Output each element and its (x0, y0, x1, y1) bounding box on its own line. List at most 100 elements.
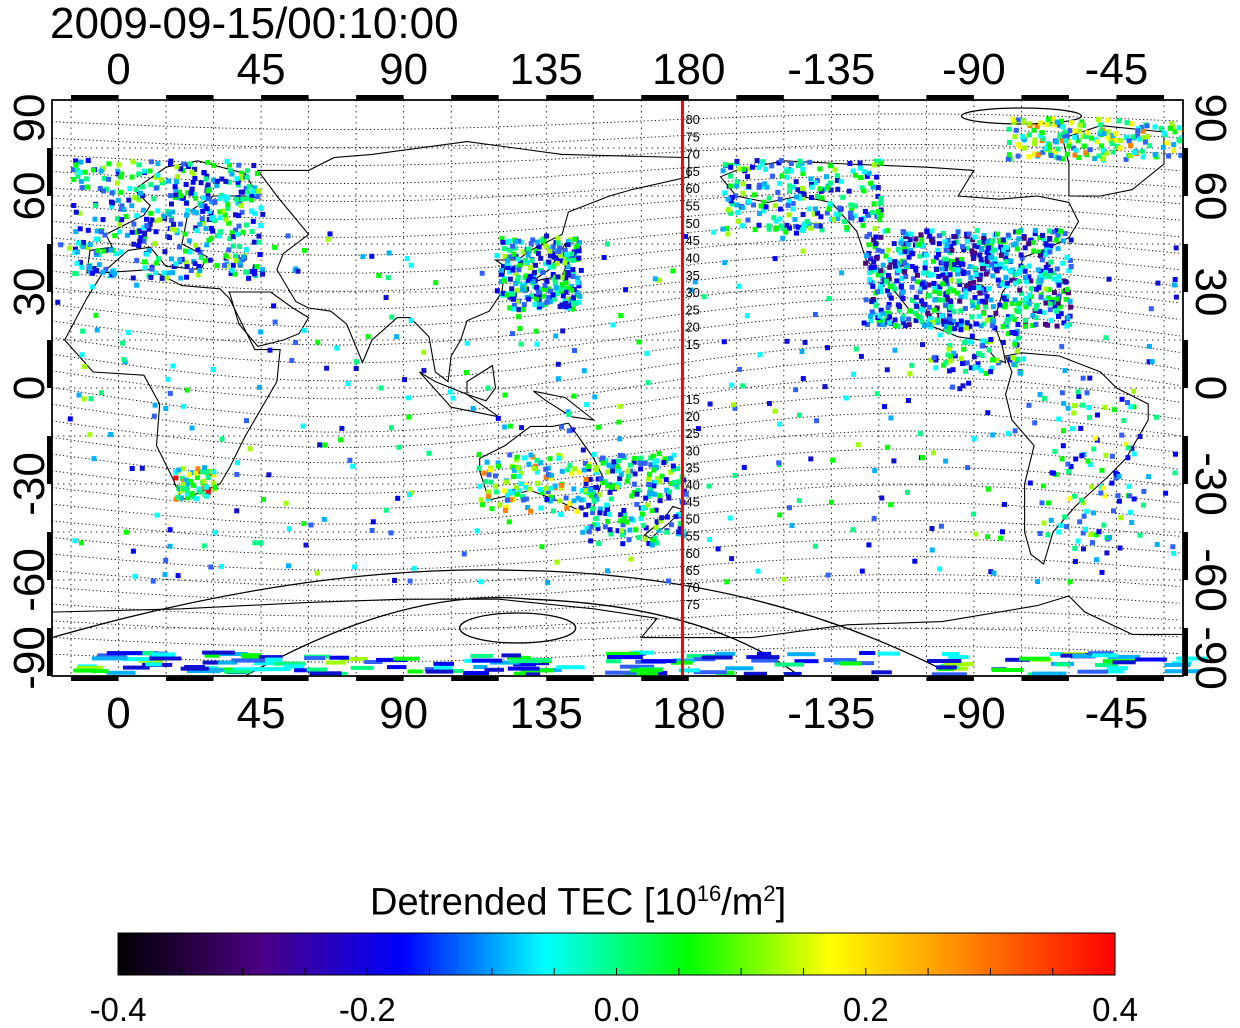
tec-point (918, 285, 924, 291)
tec-point (628, 556, 634, 562)
tec-point (796, 498, 802, 504)
tec-point (979, 262, 985, 268)
tec-point (1140, 154, 1146, 160)
tec-point (827, 180, 833, 186)
tec-point (958, 356, 964, 362)
tec-point (286, 563, 291, 569)
tec-point (885, 273, 891, 278)
tec-point (646, 541, 652, 546)
tec-point (234, 472, 240, 477)
tec-point (235, 231, 241, 237)
tec-point (180, 195, 186, 201)
tec-point (98, 168, 104, 174)
tec-point (538, 460, 543, 466)
tec-point (573, 301, 578, 307)
tec-point (555, 240, 561, 246)
tec-point (972, 365, 978, 371)
contour-label: 45 (685, 233, 699, 248)
tec-point (1065, 405, 1071, 411)
tec-point (1023, 304, 1029, 310)
tec-point (1003, 283, 1009, 289)
contour-line (51, 484, 1180, 525)
tec-point (751, 658, 779, 663)
tec-point (992, 325, 998, 331)
tec-point (950, 384, 955, 390)
tec-point (395, 495, 401, 501)
tec-point (619, 528, 625, 534)
tec-point (906, 322, 912, 328)
tec-point (545, 580, 551, 585)
tec-point (750, 164, 755, 170)
tec-point (1016, 279, 1022, 284)
tec-point (606, 659, 621, 664)
tec-point (515, 465, 521, 471)
tec-point (1099, 467, 1105, 473)
contour-line (51, 113, 1180, 131)
tec-point (616, 458, 622, 464)
tec-point (937, 566, 943, 572)
tec-point (511, 474, 516, 480)
tec-point (632, 455, 638, 461)
tec-point (503, 504, 509, 510)
tec-point (597, 506, 603, 512)
tec-point (1135, 128, 1141, 134)
tec-point (1061, 428, 1066, 434)
tec-point (183, 259, 189, 265)
tec-point (656, 527, 662, 533)
tec-point (569, 284, 575, 290)
tec-point (891, 241, 897, 247)
x-tick-label-top: -135 (787, 45, 876, 94)
tec-point (985, 410, 991, 416)
tec-point (793, 387, 799, 393)
tec-point (78, 540, 84, 546)
tec-point (837, 205, 843, 211)
tec-point (878, 207, 884, 213)
tec-point (168, 217, 174, 223)
tec-point (579, 488, 585, 494)
tec-point (1034, 303, 1039, 309)
tec-point (736, 166, 742, 172)
tec-point (929, 526, 935, 531)
tec-point (880, 322, 886, 327)
tec-point (1149, 359, 1155, 365)
tec-point (534, 469, 540, 475)
tec-point (73, 246, 78, 252)
tec-point (507, 655, 531, 660)
tec-point (172, 184, 178, 190)
tec-point (123, 214, 129, 219)
tec-point (192, 261, 198, 267)
x-tick-label-top: 90 (379, 45, 429, 94)
tec-point (1054, 228, 1060, 234)
tec-point (204, 469, 210, 475)
tec-point (144, 251, 150, 257)
tec-point (211, 469, 217, 475)
tec-point (209, 235, 215, 241)
tec-point (825, 345, 830, 351)
tec-point (769, 163, 775, 169)
tec-point (1011, 317, 1017, 323)
tec-point (580, 447, 586, 453)
tec-point (168, 158, 174, 164)
tec-point (322, 442, 328, 448)
tec-point (506, 519, 512, 525)
tec-point (106, 670, 136, 675)
tec-point (617, 476, 623, 481)
tec-point (153, 229, 159, 235)
tec-point (593, 465, 599, 470)
tec-point (1137, 434, 1143, 439)
contour-line (51, 592, 1180, 617)
tec-point (1022, 268, 1028, 274)
tec-point (932, 297, 938, 303)
tec-point (781, 576, 787, 582)
tec-point (478, 579, 484, 585)
tec-point (421, 349, 427, 355)
tec-point (203, 176, 209, 182)
colorbar-title: Detrended TEC [1016/m2] (370, 881, 787, 924)
tec-point (800, 171, 806, 176)
tec-point (369, 528, 375, 533)
x-tick-label-bottom: 180 (652, 689, 726, 738)
tec-point (1041, 310, 1047, 316)
tec-point (120, 340, 126, 346)
tec-point (959, 256, 965, 262)
tec-point (92, 203, 98, 208)
